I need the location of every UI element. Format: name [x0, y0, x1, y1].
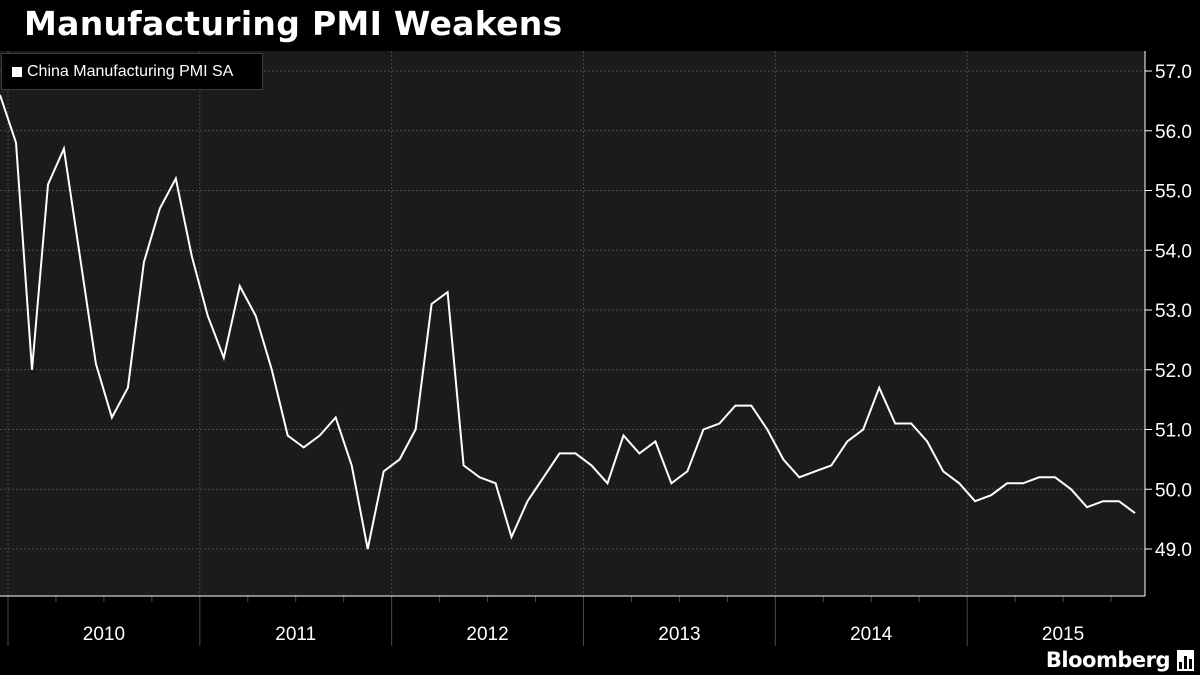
x-tick-label: 2014 — [850, 624, 893, 645]
legend-label: China Manufacturing PMI SA — [27, 62, 234, 80]
x-tick-label: 2015 — [1042, 624, 1084, 645]
x-tick-label: 2010 — [83, 624, 125, 645]
y-tick-label: 52.0 — [1155, 361, 1192, 382]
legend: China Manufacturing PMI SA — [1, 53, 263, 90]
chart-title: Manufacturing PMI Weakens — [24, 4, 563, 43]
plot-area — [0, 51, 1145, 596]
y-tick-label: 54.0 — [1155, 241, 1192, 262]
series-line-pmi — [0, 94, 1136, 550]
y-tick-label: 55.0 — [1155, 182, 1192, 203]
brand-name: Bloomberg — [1045, 648, 1171, 672]
bloomberg-bar-icon — [1177, 649, 1194, 671]
y-tick-label: 50.0 — [1155, 480, 1192, 501]
series-layer — [0, 94, 1136, 550]
x-tick-label: 2012 — [466, 624, 508, 645]
bloomberg-logo: Bloomberg — [1046, 648, 1194, 672]
y-tick-label: 56.0 — [1155, 122, 1192, 143]
gridlines — [0, 51, 1145, 596]
y-tick-label: 51.0 — [1155, 421, 1192, 442]
y-tick-label: 53.0 — [1155, 301, 1192, 322]
legend-swatch — [12, 66, 22, 77]
y-tick-label: 49.0 — [1155, 540, 1192, 561]
x-tick-label: 2011 — [275, 624, 316, 645]
x-tick-label: 2013 — [658, 624, 700, 645]
axes: 49.0 50.0 51.0 52.0 53.0 54.0 55.0 56.0 57.0 2010… — [0, 51, 1192, 646]
y-tick-label: 57.0 — [1155, 62, 1192, 83]
